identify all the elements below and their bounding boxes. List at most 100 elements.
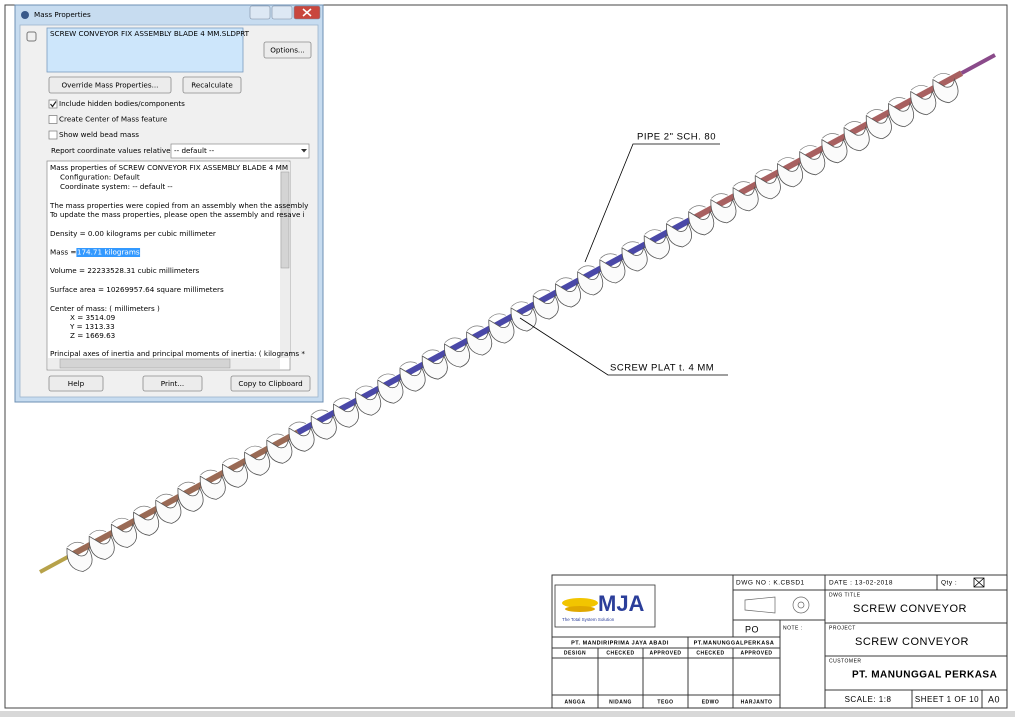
result-line: Coordinate system: -- default --	[60, 182, 173, 191]
button[interactable]	[182, 76, 242, 94]
screw-flight	[799, 150, 826, 176]
coordinate-dropdown[interactable]	[170, 143, 310, 159]
title-block-text: CUSTOMER	[829, 658, 862, 664]
title-block-text: PROJECT	[829, 625, 856, 631]
button[interactable]	[142, 375, 203, 392]
screw-flight	[199, 474, 226, 500]
result-line: Mass =	[50, 248, 76, 257]
result-line: Center of mass: ( millimeters )	[50, 304, 160, 313]
flight-edge	[644, 229, 662, 235]
screw-flight	[399, 366, 426, 392]
checkbox[interactable]	[48, 115, 58, 124]
selection-list[interactable]	[46, 27, 244, 73]
button[interactable]	[48, 375, 104, 392]
flight-edge	[466, 325, 484, 331]
title-block-text: PO	[745, 624, 759, 634]
flight-edge	[910, 85, 928, 91]
result-line: Density = 0.00 kilograms per cubic milli…	[50, 229, 216, 238]
title-block-text: SCREW CONVEYOR	[853, 603, 967, 615]
flight-edge	[111, 517, 129, 524]
result-line: Configuration: Default	[60, 173, 140, 182]
screw-flight	[266, 438, 293, 464]
flight-edge	[622, 241, 640, 247]
annotation: SCREW PLAT t. 4 MM	[610, 363, 714, 374]
title-block-text: DESIGN	[564, 650, 586, 656]
flight-edge	[888, 97, 906, 103]
checkbox-label: Show weld bead mass	[59, 130, 139, 139]
checkbox[interactable]	[48, 99, 58, 109]
shaft	[960, 53, 996, 75]
flight-edge	[511, 301, 529, 307]
screw-flight	[66, 546, 93, 572]
projection-symbol	[797, 601, 805, 609]
dropdown-arrow	[301, 149, 307, 153]
title-block-cell	[981, 689, 1008, 709]
title-block-text: DWG TITLE	[829, 592, 861, 598]
screw-flight	[710, 198, 737, 224]
title-block-text: A0	[988, 694, 1000, 704]
drawing-border	[4, 4, 1008, 709]
title-block-text: TEGO	[657, 699, 673, 705]
leader-line	[584, 143, 720, 263]
flight-edge	[222, 457, 240, 464]
screw-flight	[222, 462, 248, 488]
flight-edge	[422, 349, 440, 355]
screw-flight	[865, 114, 892, 140]
title-block-text: SCALE: 1:8	[845, 695, 892, 704]
button[interactable]	[48, 76, 172, 94]
screw-flight	[732, 186, 759, 212]
title-block-cell	[732, 694, 781, 709]
flight-edge	[733, 181, 751, 187]
screw-flight	[932, 78, 959, 104]
checkbox[interactable]	[48, 130, 58, 140]
screw-flight	[110, 522, 137, 548]
flight-edge	[711, 193, 728, 199]
title-block-text: Qty :	[941, 580, 957, 587]
button-label: Recalculate	[191, 81, 233, 90]
selection-item: SCREW CONVEYOR FIX ASSEMBLY BLADE 4 MM.S…	[50, 29, 250, 38]
dropdown-value: -- default --	[174, 146, 215, 155]
button-label: Print...	[161, 379, 184, 388]
checkbox-label: Include hidden bodies/components	[59, 99, 185, 108]
result-line: Principal axes of inertia and principal …	[50, 349, 305, 358]
flight-edge	[533, 289, 551, 295]
title-block-text: NOTE :	[783, 625, 803, 631]
result-line: The mass properties were copied from an …	[49, 201, 309, 210]
screw-flight	[621, 246, 648, 272]
flight-edge	[444, 337, 462, 343]
screw-flight	[488, 318, 515, 344]
result-line: Y = 1313.33	[69, 322, 115, 331]
screw-flight	[599, 258, 626, 284]
title-block-text: DWG NO : K.CBSD1	[736, 580, 805, 587]
checkmark	[50, 101, 57, 108]
result-line: Surface area = 10269957.64 square millim…	[50, 285, 224, 294]
flight-edge	[799, 145, 817, 151]
screw-flight	[910, 90, 937, 116]
title-block-text: PT. MANDIRIPRIMA JAYA ABADI	[571, 640, 669, 646]
button[interactable]	[263, 41, 312, 59]
flight-edge	[755, 169, 773, 175]
button[interactable]	[230, 375, 311, 392]
projection-symbol	[792, 596, 810, 614]
screw-flight	[466, 330, 493, 356]
checkbox-label: Create Center of Mass feature	[59, 115, 168, 124]
screw-flight	[643, 234, 670, 260]
screw-flight	[177, 486, 204, 512]
h-scroll-thumb[interactable]	[59, 358, 231, 369]
flight-edge	[844, 121, 862, 127]
button-label: Override Mass Properties...	[62, 81, 159, 90]
screw-flight	[888, 102, 915, 128]
screw-conveyor: PIPE 2" SCH. 80 SCREW PLAT t. 4 MM	[39, 53, 996, 574]
title-block-text: DATE : 13-02-2018	[829, 580, 893, 587]
v-scroll-thumb[interactable]	[280, 171, 290, 269]
title-block-text: ANGGA	[564, 699, 585, 705]
title-block-text: EDWO	[702, 699, 720, 705]
minimize-button[interactable]	[249, 5, 271, 20]
button-label: Options...	[270, 46, 305, 55]
result-line: X = 3514.09	[70, 313, 116, 322]
flight-edge	[577, 265, 595, 271]
flight-edge	[666, 217, 684, 223]
title-block-text: HARJANTO	[741, 699, 773, 705]
maximize-button[interactable]	[271, 5, 293, 20]
